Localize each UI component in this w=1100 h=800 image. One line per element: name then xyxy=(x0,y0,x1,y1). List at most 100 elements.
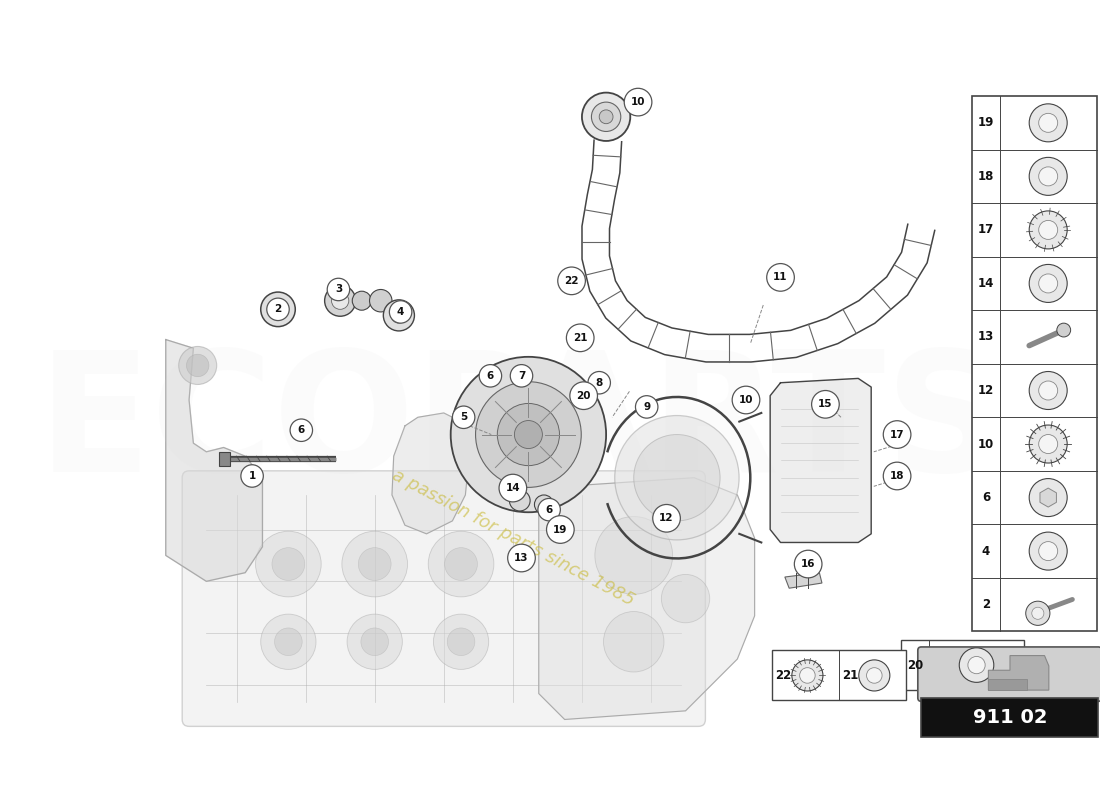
Text: 4: 4 xyxy=(397,307,405,317)
Polygon shape xyxy=(770,378,871,542)
Bar xyxy=(922,698,1098,737)
Text: 7: 7 xyxy=(518,371,525,381)
Polygon shape xyxy=(166,339,263,582)
Circle shape xyxy=(883,462,911,490)
Circle shape xyxy=(1030,158,1067,195)
Circle shape xyxy=(1038,274,1058,293)
Circle shape xyxy=(1025,601,1049,626)
FancyBboxPatch shape xyxy=(183,471,705,726)
Circle shape xyxy=(428,531,494,597)
Text: 4: 4 xyxy=(982,545,990,558)
Text: 16: 16 xyxy=(801,559,815,569)
Polygon shape xyxy=(989,655,1048,690)
Bar xyxy=(972,96,1098,631)
Circle shape xyxy=(558,267,585,294)
Circle shape xyxy=(1038,221,1058,239)
Circle shape xyxy=(733,386,760,414)
Text: 10: 10 xyxy=(739,395,754,405)
Text: 21: 21 xyxy=(842,669,858,682)
Polygon shape xyxy=(1040,488,1056,507)
Circle shape xyxy=(636,396,658,418)
FancyBboxPatch shape xyxy=(917,647,1100,702)
Circle shape xyxy=(272,548,305,581)
Circle shape xyxy=(1030,425,1067,463)
Circle shape xyxy=(800,668,815,683)
Circle shape xyxy=(1038,434,1058,454)
Text: 6: 6 xyxy=(982,491,990,504)
Circle shape xyxy=(261,614,316,670)
Circle shape xyxy=(515,421,542,449)
Text: 13: 13 xyxy=(978,330,994,343)
Text: 22: 22 xyxy=(564,276,579,286)
Polygon shape xyxy=(784,573,822,588)
Text: 2: 2 xyxy=(274,304,282,314)
Circle shape xyxy=(600,110,613,124)
Circle shape xyxy=(794,550,822,578)
Text: 17: 17 xyxy=(890,430,904,439)
Text: 18: 18 xyxy=(890,471,904,481)
Circle shape xyxy=(241,465,263,487)
Circle shape xyxy=(535,495,553,514)
Circle shape xyxy=(448,628,475,655)
Text: 17: 17 xyxy=(978,223,994,237)
Text: 1: 1 xyxy=(249,471,255,481)
Text: 18: 18 xyxy=(978,170,994,183)
Text: ECOPARTS: ECOPARTS xyxy=(37,345,1005,507)
Circle shape xyxy=(475,382,581,487)
Text: 8: 8 xyxy=(595,378,603,388)
Circle shape xyxy=(1030,371,1067,410)
Circle shape xyxy=(451,357,606,512)
Text: 15: 15 xyxy=(818,399,833,410)
Circle shape xyxy=(588,371,610,394)
Circle shape xyxy=(261,292,295,326)
Circle shape xyxy=(652,505,681,532)
Circle shape xyxy=(792,660,823,691)
Circle shape xyxy=(570,382,597,410)
Circle shape xyxy=(661,574,710,622)
Text: 10: 10 xyxy=(978,438,994,450)
Polygon shape xyxy=(392,413,470,534)
Circle shape xyxy=(389,301,411,323)
Circle shape xyxy=(290,419,312,442)
Circle shape xyxy=(348,614,403,670)
Text: 12: 12 xyxy=(659,514,674,523)
Circle shape xyxy=(1030,478,1067,517)
Circle shape xyxy=(867,668,882,683)
Circle shape xyxy=(499,474,527,502)
Circle shape xyxy=(1057,323,1070,337)
Text: 9: 9 xyxy=(644,402,650,412)
Circle shape xyxy=(1032,607,1044,619)
Text: 14: 14 xyxy=(506,483,520,493)
Text: 12: 12 xyxy=(978,384,994,397)
Circle shape xyxy=(359,548,392,581)
Circle shape xyxy=(268,300,287,319)
Circle shape xyxy=(1038,114,1058,132)
Text: 911 02: 911 02 xyxy=(972,708,1047,727)
Circle shape xyxy=(327,278,350,301)
Circle shape xyxy=(566,324,594,352)
Circle shape xyxy=(433,614,488,670)
Circle shape xyxy=(595,517,672,594)
Text: 6: 6 xyxy=(546,505,552,514)
Text: 13: 13 xyxy=(514,553,529,563)
Text: 20: 20 xyxy=(908,658,923,671)
Circle shape xyxy=(331,292,349,310)
Circle shape xyxy=(634,434,720,521)
Text: 21: 21 xyxy=(573,333,587,343)
Circle shape xyxy=(383,300,415,331)
Circle shape xyxy=(547,516,574,543)
Bar xyxy=(219,452,230,466)
Circle shape xyxy=(624,88,652,116)
Circle shape xyxy=(187,354,209,377)
Bar xyxy=(772,650,905,701)
Circle shape xyxy=(275,628,302,655)
Circle shape xyxy=(604,611,664,672)
Text: 19: 19 xyxy=(978,116,994,130)
Circle shape xyxy=(1030,211,1067,249)
Text: 5: 5 xyxy=(460,412,467,422)
Circle shape xyxy=(324,285,355,316)
Text: a passion for parts since 1985: a passion for parts since 1985 xyxy=(388,466,637,610)
Circle shape xyxy=(968,657,986,674)
Text: 20: 20 xyxy=(576,390,591,401)
Text: 14: 14 xyxy=(978,277,994,290)
